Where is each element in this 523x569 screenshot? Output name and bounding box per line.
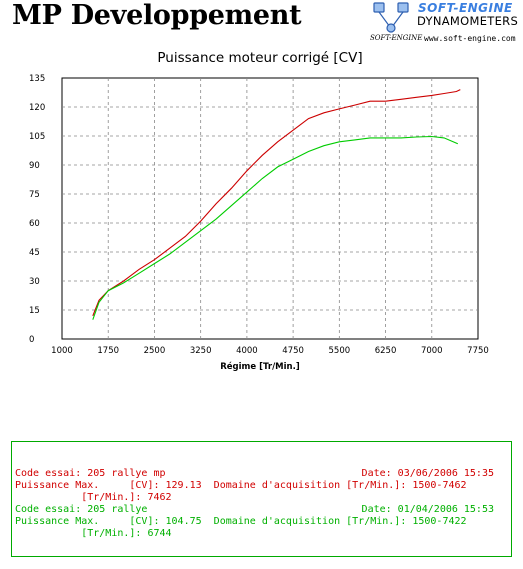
y-tick-label: 75 (29, 190, 40, 200)
soft-engine-logo: SOFT-ENGINE DYNAMOMETERS SOFT-ENGINE www… (368, 0, 523, 48)
y-tick-label: 120 (29, 103, 45, 113)
x-axis-label: Régime [Tr/Min.] (220, 361, 300, 372)
x-tick-label: 5500 (329, 346, 351, 356)
page-title: MP Developpement (12, 0, 302, 31)
run1-max-rpm: [Tr/Min.]: 7462 (15, 492, 172, 503)
x-tick-label: 4750 (282, 346, 304, 356)
y-tick-label: 15 (29, 306, 40, 316)
series-line-2 (92, 135, 459, 320)
x-tick-label: 1750 (97, 346, 119, 356)
plot-frame (61, 77, 479, 340)
y-tick-label: 135 (29, 74, 45, 84)
run2-date: Date: 01/04/2006 15:53 (361, 504, 494, 515)
logo-brand-text: SOFT-ENGINE (418, 1, 513, 15)
x-tick-labels: 1000 1750 2500 3250 4000 4750 5500 6250 7000 7750 (51, 346, 489, 356)
run1-date: Date: 03/06/2006 15:35 (361, 468, 494, 479)
series-lines (92, 89, 461, 320)
x-tick-label: 6250 (375, 346, 397, 356)
y-tick-label: 90 (29, 161, 40, 171)
y-tick-label: 0 (29, 335, 34, 345)
run1-code: Code essai: 205 rallye mp (15, 468, 166, 479)
x-tick-label: 1000 (51, 346, 73, 356)
y-tick-label: 30 (29, 277, 40, 287)
test-info-box: Code essai: 205 rallye mp Date: 03/06/20… (11, 441, 512, 557)
logo-url: www.soft-engine.com (424, 34, 516, 43)
x-tick-label: 3250 (190, 346, 212, 356)
series-line-1 (92, 89, 461, 317)
x-tick-label: 4000 (236, 346, 258, 356)
y-tick-label: 45 (29, 248, 40, 258)
logo-small-text: SOFT-ENGINE (370, 34, 423, 42)
x-tick-label: 7750 (467, 346, 489, 356)
y-tick-label: 60 (29, 219, 40, 229)
engine-pistons-icon (373, 2, 409, 33)
run2-max-rpm: [Tr/Min.]: 6744 (15, 528, 172, 539)
x-tick-label: 2500 (144, 346, 166, 356)
logo-subtitle: DYNAMOMETERS (417, 14, 519, 28)
grid-lines (62, 78, 478, 339)
x-tick-label: 7000 (421, 346, 443, 356)
run1-max-power: Puissance Max. [CV]: 129.13 Domaine d'ac… (15, 480, 467, 491)
y-tick-labels: 0 15 30 45 60 75 90 105 120 135 (29, 74, 45, 345)
run2-code: Code essai: 205 rallye (15, 504, 148, 515)
chart-title: Puissance moteur corrigé [CV] (157, 50, 362, 66)
power-chart: Puissance moteur corrigé [CV] 0 15 30 45 60 7… (29, 50, 489, 372)
run2-max-power: Puissance Max. [CV]: 104.75 Domaine d'ac… (15, 516, 467, 527)
y-tick-label: 105 (29, 132, 45, 142)
